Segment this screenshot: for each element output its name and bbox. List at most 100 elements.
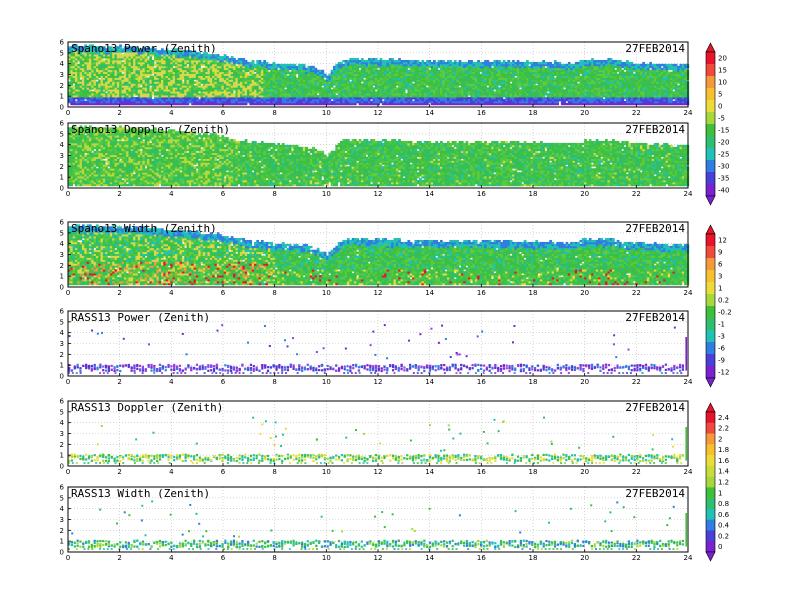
data-cell <box>184 97 187 100</box>
data-cell <box>456 61 459 65</box>
data-cell <box>128 89 132 92</box>
data-cell <box>240 65 243 69</box>
data-cell <box>109 48 113 51</box>
data-cell <box>142 58 146 61</box>
data-cell <box>212 67 215 71</box>
data-cell <box>444 61 448 65</box>
data-cell <box>102 54 106 57</box>
data-cell <box>95 48 99 51</box>
data-cell <box>144 100 148 104</box>
data-cell <box>428 69 432 73</box>
data-cell <box>126 77 129 80</box>
data-cell <box>93 75 97 78</box>
data-cell <box>121 56 125 59</box>
data-cell <box>116 65 120 69</box>
data-cell <box>172 73 176 76</box>
data-cell <box>130 83 134 86</box>
data-cell <box>135 48 139 51</box>
data-cell <box>79 87 83 90</box>
data-cell <box>119 71 122 75</box>
data-cell <box>219 93 222 96</box>
data-cell <box>256 61 260 65</box>
data-cell <box>223 97 227 100</box>
data-cell <box>86 63 90 67</box>
data-cell <box>177 59 180 63</box>
data-cell <box>523 61 527 65</box>
data-cell <box>77 48 81 51</box>
data-cell <box>265 61 269 65</box>
data-cell <box>216 65 220 69</box>
data-cell <box>244 67 248 71</box>
data-cell <box>74 63 78 67</box>
data-cell <box>77 50 81 53</box>
data-cell <box>105 81 108 84</box>
data-cell <box>186 56 190 59</box>
data-cell <box>256 85 260 88</box>
data-cell <box>86 97 90 100</box>
data-cell <box>84 71 87 75</box>
data-cell <box>242 87 246 90</box>
data-cell <box>88 89 92 92</box>
data-cell <box>128 87 132 90</box>
data-cell <box>207 100 211 104</box>
data-cell <box>77 71 81 75</box>
data-cell <box>198 69 201 73</box>
data-cell <box>72 71 76 75</box>
data-cell <box>193 95 197 98</box>
data-cell <box>163 77 167 80</box>
data-cell <box>105 83 108 86</box>
data-cell <box>195 58 199 61</box>
data-cell <box>209 79 213 82</box>
data-cell <box>237 83 241 86</box>
data-cell <box>154 56 157 59</box>
data-cell <box>147 87 150 90</box>
data-cell <box>137 100 141 104</box>
data-cell <box>135 97 139 100</box>
data-cell <box>119 95 122 98</box>
data-cell <box>137 65 141 69</box>
data-cell <box>77 73 81 76</box>
data-cell <box>437 59 441 63</box>
data-cell <box>100 83 104 86</box>
data-cell <box>254 85 257 88</box>
data-cell <box>93 50 97 53</box>
data-cell <box>167 50 171 53</box>
data-cell <box>537 61 541 65</box>
data-cell <box>198 98 201 102</box>
data-cell <box>240 58 243 61</box>
data-cell <box>179 67 183 71</box>
data-cell <box>121 77 125 80</box>
data-cell <box>144 63 148 67</box>
data-cell <box>161 97 164 100</box>
data-cell <box>172 81 176 84</box>
data-cell <box>149 100 153 104</box>
data-cell <box>205 77 208 80</box>
data-cell <box>207 73 211 76</box>
data-cell <box>167 58 171 61</box>
data-cell <box>133 97 136 100</box>
data-cell <box>93 46 97 49</box>
data-cell <box>126 81 129 84</box>
data-cell <box>100 77 104 80</box>
data-cell <box>112 85 115 88</box>
data-cell <box>86 73 90 76</box>
data-cell <box>214 79 218 82</box>
data-cell <box>467 59 471 63</box>
data-cell <box>86 56 90 59</box>
data-cell <box>142 79 146 82</box>
data-cell <box>219 61 222 65</box>
data-cell <box>249 91 253 94</box>
data-cell <box>84 97 87 100</box>
data-cell <box>161 93 164 96</box>
data-cell <box>172 63 176 67</box>
data-cell <box>84 79 87 82</box>
data-cell <box>216 91 220 94</box>
data-cell <box>179 83 183 86</box>
data-cell <box>109 85 113 88</box>
data-cell <box>167 61 171 65</box>
data-cell <box>165 54 169 57</box>
data-cell <box>121 98 125 102</box>
data-cell <box>170 95 174 98</box>
data-cell <box>184 50 187 53</box>
